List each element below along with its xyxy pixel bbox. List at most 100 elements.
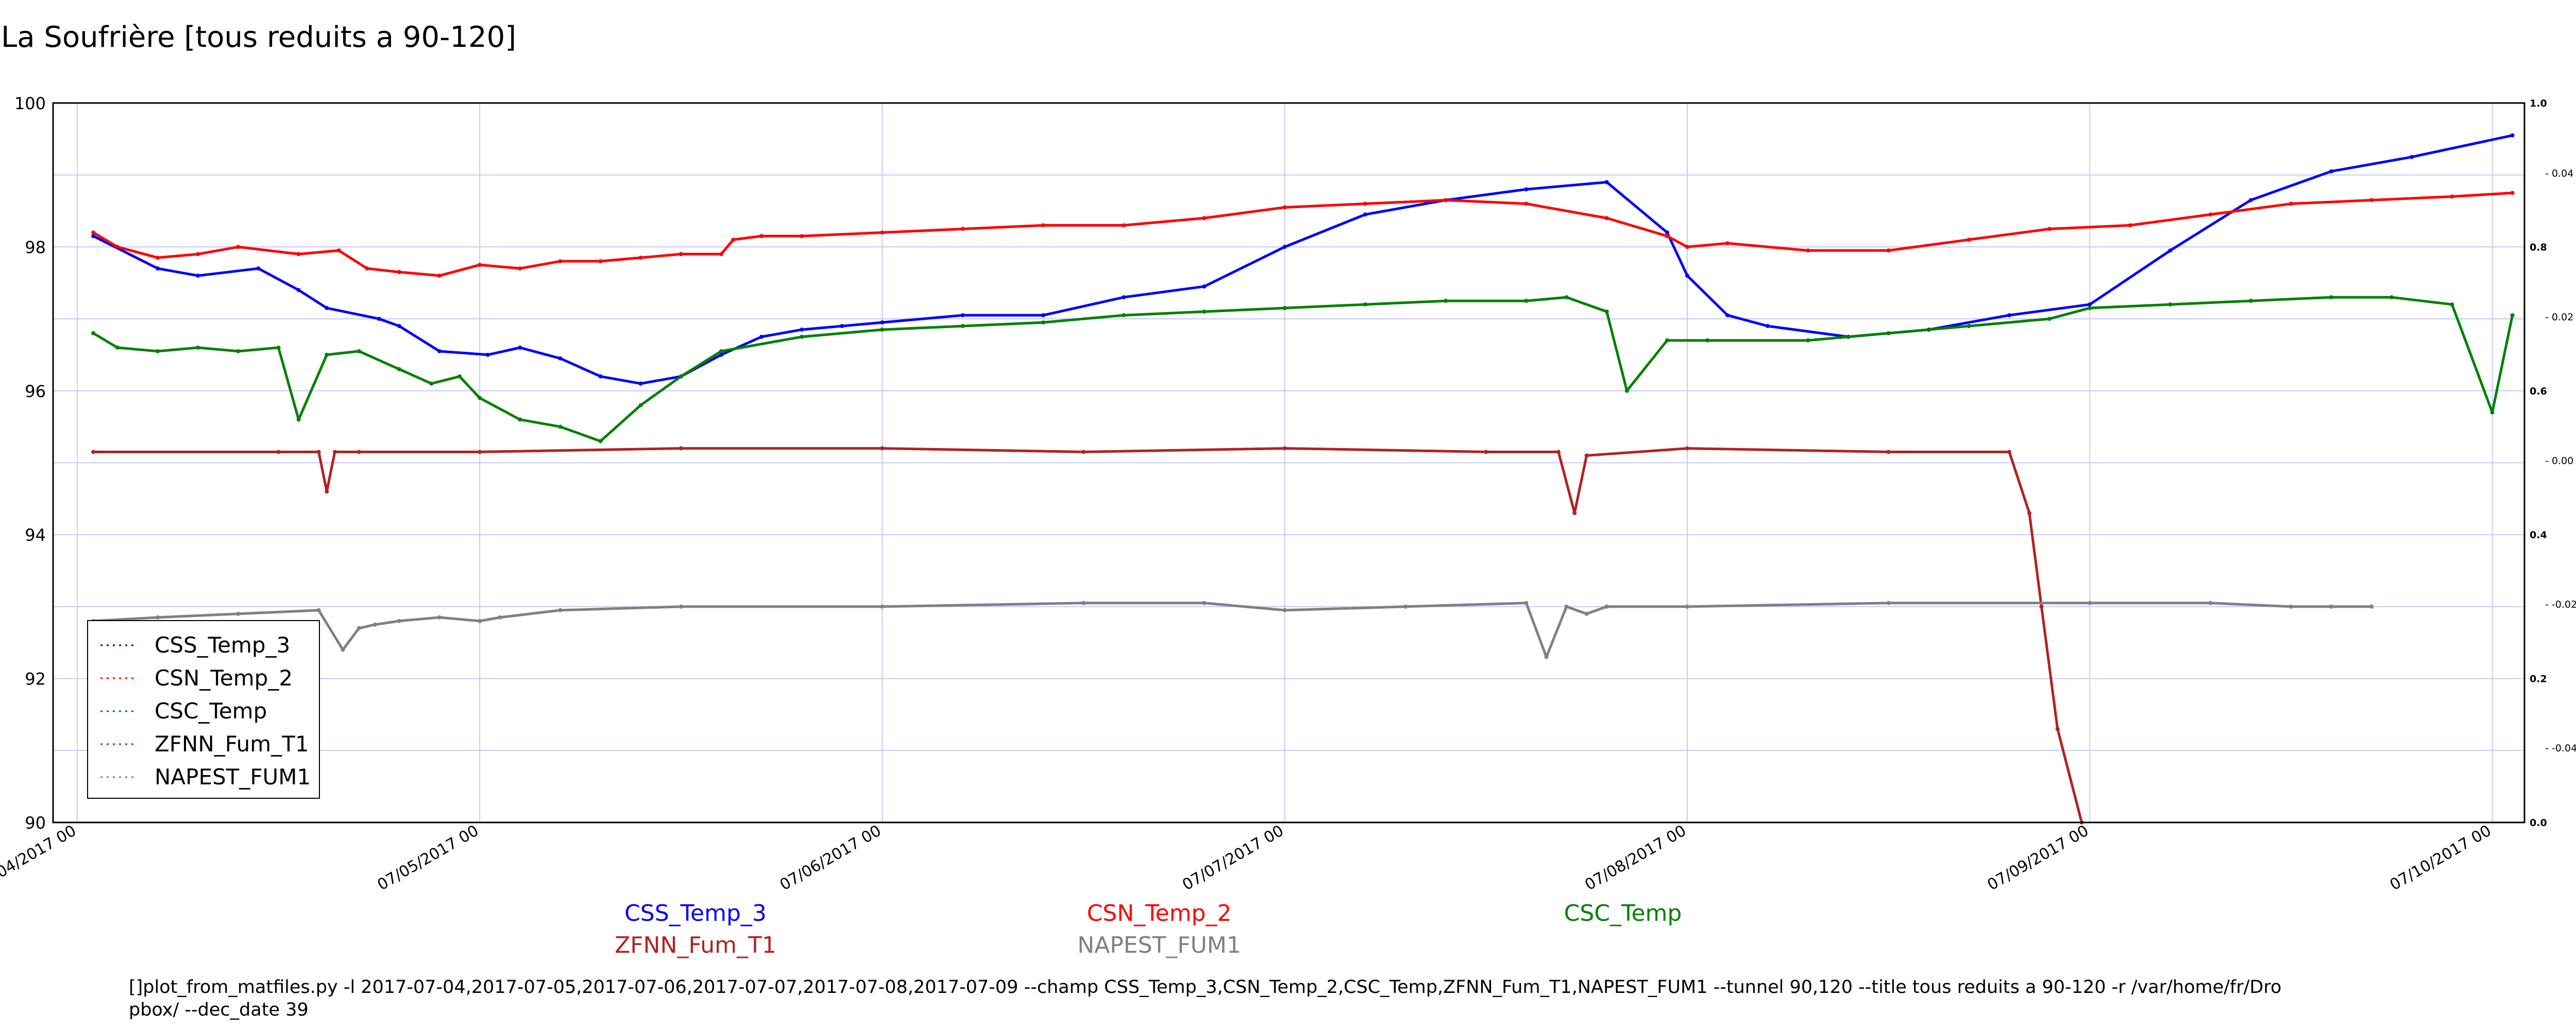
data-point [437,349,442,353]
y-tick-label: 100 [14,94,46,113]
data-point [2450,302,2454,307]
right-tick-label: - -0.02 [2545,599,2576,610]
data-point [296,417,301,422]
data-point [2329,604,2333,609]
data-point [2208,212,2213,217]
data-point [196,345,200,350]
legend-box [87,620,320,799]
x-tick-label: 07/08/2017 00 [1582,822,1689,895]
data-point [2047,227,2052,231]
data-point [1122,313,1126,318]
data-point [2329,169,2333,174]
data-point [558,259,563,264]
bottom-label-zfnn-fum-t1: ZFNN_Fum_T1 [615,932,776,958]
data-point [2047,317,2052,321]
data-point [357,626,361,630]
data-point [437,273,442,278]
right-tick-label: - 0.02 [2545,312,2573,323]
data-point [341,647,345,652]
plot-frame [52,102,2526,823]
grid-lines [53,102,2524,823]
data-point [2289,201,2293,206]
data-point [1041,313,1045,318]
data-point [1556,450,1561,454]
right-tick-label: 0.4 [2530,529,2547,541]
data-point [638,255,643,260]
data-point [429,381,434,386]
data-point [558,424,563,429]
data-point [1363,201,1367,206]
data-point [1282,306,1287,311]
data-point [196,273,200,278]
data-point [598,439,603,443]
data-point [1202,310,1207,314]
data-point [236,611,241,616]
right-tick-label: - 0.04 [2545,168,2573,179]
data-point [1685,446,1689,451]
data-point [2168,248,2173,253]
y-tick-label: 98 [25,237,46,257]
data-point [2410,154,2414,159]
data-point [1081,600,1086,605]
data-point [373,622,378,627]
data-point [316,608,321,612]
data-point [960,313,965,318]
data-point [1524,201,1529,206]
data-point [115,245,120,249]
data-point [276,450,281,454]
data-point [1665,230,1669,235]
data-point [598,374,603,379]
data-point [1685,604,1689,609]
data-point [679,446,683,451]
right-axis: 0.0 0.2 0.4 0.6 0.8 1.0 - -0.04 - -0.02 - 0.00 - … [2530,98,2576,829]
data-point [1282,245,1287,249]
data-point [1624,388,1629,393]
data-point [719,352,723,357]
data-point [2510,191,2515,195]
data-point [115,345,120,350]
data-point [1806,338,1810,343]
data-point [679,252,683,256]
bottom-label-css-temp-3: CSS_Temp_3 [624,900,767,926]
data-point [156,255,160,260]
legend-label: ZFNN_Fum_T1 [155,731,309,757]
data-point [518,266,522,271]
chart-title: La Soufrière [tous reduits a 90-120] [1,21,517,54]
data-point [558,356,563,360]
data-point [679,604,683,609]
data-point [1572,511,1577,516]
data-point [1886,600,1891,605]
data-point [1725,241,1730,246]
data-point [1584,611,1589,616]
data-point [2369,604,2374,609]
data-point [1886,450,1891,454]
data-point [2248,198,2253,202]
data-point [2329,295,2333,300]
data-point [800,335,804,339]
data-point [2168,302,2173,307]
data-point [518,417,522,422]
data-point [2055,727,2060,731]
data-point [1122,295,1126,300]
data-point [759,335,764,339]
y-tick-label: 94 [25,525,46,545]
legend: CSS_Temp_3 CSN_Temp_2 CSC_Temp ZFNN_Fum_T1 N… [87,620,320,799]
data-point [1886,248,1891,253]
data-point [2088,306,2092,311]
data-point [276,345,281,350]
data-point [256,266,261,271]
data-point [296,252,301,256]
data-point [719,349,723,353]
data-point [880,230,885,235]
y-axis: 90 92 94 96 98 100 [14,94,46,833]
data-point [478,263,482,267]
data-point [457,374,462,379]
data-point [1524,187,1529,192]
data-point [196,252,200,256]
x-tick-label: 07/05/2017 00 [375,822,482,895]
data-point [1604,216,1609,220]
data-point [719,252,723,256]
data-point [485,352,490,357]
data-point [1544,655,1549,659]
data-point [325,352,329,357]
